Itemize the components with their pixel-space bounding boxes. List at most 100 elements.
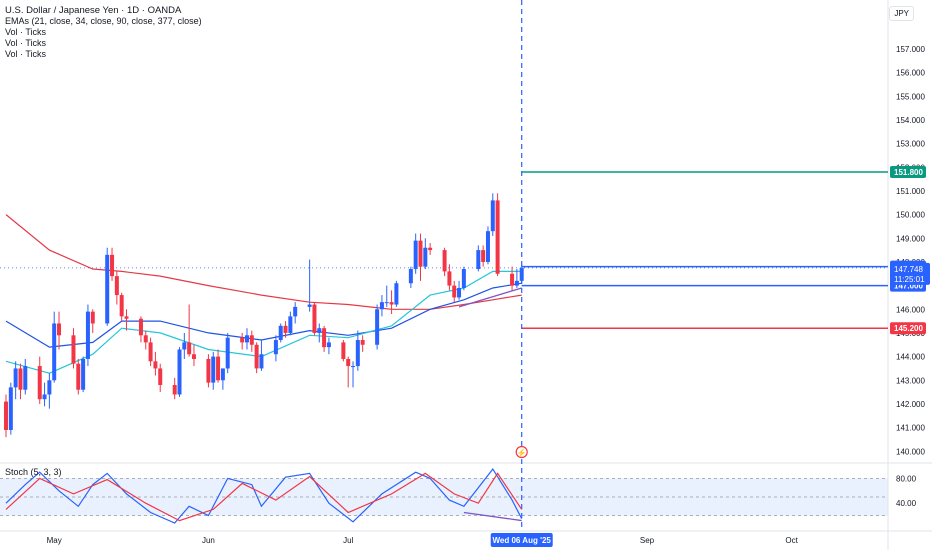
candle-body xyxy=(355,340,360,367)
time-tick-label: Jun xyxy=(202,536,215,545)
candle-body xyxy=(476,250,481,270)
volume-legend-2[interactable]: Vol · Ticks xyxy=(5,38,47,48)
time-tick-label: Oct xyxy=(785,536,798,545)
price-tick-label: 155.000 xyxy=(896,92,925,101)
stoch-d-line xyxy=(5,472,523,522)
candle-body xyxy=(481,250,486,262)
candle-body xyxy=(76,363,81,390)
candle-body xyxy=(8,387,13,430)
time-tick-label: Jul xyxy=(343,536,353,545)
stoch-divergence-line xyxy=(463,511,522,522)
candle-body xyxy=(220,368,225,381)
candle-body xyxy=(90,311,95,324)
candle-body xyxy=(510,273,515,286)
price-tick-label: 146.000 xyxy=(896,305,925,314)
candle-body xyxy=(119,295,124,317)
candle-body xyxy=(23,366,28,390)
candle-body xyxy=(143,335,148,343)
chart-legend: U.S. Dollar / Japanese Yen · 1D · OANDA … xyxy=(5,5,202,60)
candle-body xyxy=(172,385,177,395)
price-tick-label: 143.000 xyxy=(896,376,925,385)
stop-loss-tag-label: 145.200 xyxy=(894,324,923,333)
candle-body xyxy=(240,337,245,343)
event-lightning-glyph: ⚡ xyxy=(517,448,527,458)
time-tick-label: May xyxy=(47,536,62,545)
entry-lower-tag-label: 147.000 xyxy=(894,282,923,291)
candle-body xyxy=(114,276,119,296)
candle-body xyxy=(326,342,331,348)
candle-body xyxy=(191,354,196,359)
price-tick-label: 154.000 xyxy=(896,116,925,125)
price-tick-label: 140.000 xyxy=(896,447,925,456)
candle-body xyxy=(148,342,153,362)
candle-body xyxy=(317,328,322,333)
candle-body xyxy=(13,368,18,388)
candle-body xyxy=(177,349,182,395)
candle-body xyxy=(351,366,356,368)
candle-body xyxy=(153,361,158,369)
candle-body xyxy=(71,335,76,364)
price-tick-label: 141.000 xyxy=(896,424,925,433)
price-tick-label: 153.000 xyxy=(896,140,925,149)
candle-body xyxy=(452,285,457,298)
time-tick-label: Sep xyxy=(640,536,655,545)
candle-body xyxy=(110,254,115,277)
event-lightning-icon xyxy=(515,445,528,459)
candle-body xyxy=(379,302,384,310)
candle-body xyxy=(485,231,490,262)
candle-body xyxy=(206,358,211,383)
candle-body xyxy=(461,269,466,288)
candle-body xyxy=(249,335,254,345)
price-tick-label: 157.000 xyxy=(896,45,925,54)
price-tick-label: 150.000 xyxy=(896,211,925,220)
candle-body xyxy=(413,240,418,270)
candle-body xyxy=(322,328,327,348)
last-price-tag xyxy=(890,262,930,285)
ema-legend[interactable]: EMAs (21, close, 34, close, 90, close, 3… xyxy=(5,16,202,26)
candle-body xyxy=(293,306,298,317)
candle-body xyxy=(244,335,249,343)
price-tick-label: 151.000 xyxy=(896,187,925,196)
candle-body xyxy=(408,269,413,284)
last-price-label: 147.748 xyxy=(894,265,923,274)
candle-body xyxy=(85,311,90,359)
stoch-k-line xyxy=(5,468,523,524)
stoch-legend[interactable]: Stoch (5, 3, 3) xyxy=(5,467,62,477)
candle-body xyxy=(283,325,288,333)
volume-legend-3[interactable]: Vol · Ticks xyxy=(5,49,47,59)
candle-body xyxy=(57,323,62,336)
price-tick-label: 142.000 xyxy=(896,400,925,409)
candle-body xyxy=(389,302,394,305)
take-profit-tag xyxy=(890,166,926,178)
candle-body xyxy=(4,401,8,430)
candle-body xyxy=(307,304,312,307)
candle-body xyxy=(158,368,163,385)
stoch-tick-label: 40.00 xyxy=(896,499,917,508)
candle-body xyxy=(360,340,365,345)
candle-body xyxy=(278,325,283,341)
stop-loss-tag xyxy=(890,322,926,335)
symbol-title[interactable]: U.S. Dollar / Japanese Yen · 1D · OANDA xyxy=(5,5,182,16)
candle-body xyxy=(182,342,187,350)
candle-body xyxy=(124,316,129,319)
candle-body xyxy=(447,271,452,286)
currency-label[interactable]: JPY xyxy=(889,6,914,21)
candle-body xyxy=(105,254,110,324)
stoch-tick-label: 80.00 xyxy=(896,474,917,483)
crosshair-date-label: Wed 06 Aug '25 xyxy=(493,536,552,545)
volume-legend-1[interactable]: Vol · Ticks xyxy=(5,27,47,37)
candle-body xyxy=(346,358,351,367)
candle-body xyxy=(288,316,293,333)
crosshair-date-tag xyxy=(490,533,553,547)
candle-body xyxy=(138,318,143,336)
candle-body xyxy=(18,368,23,390)
price-tick-label: 144.000 xyxy=(896,353,925,362)
candle-body xyxy=(375,309,380,345)
candle-body xyxy=(341,342,346,359)
candle-body xyxy=(394,283,399,305)
candle-body xyxy=(225,337,230,369)
ema-mid-line xyxy=(5,282,522,348)
candle-body xyxy=(211,356,216,383)
